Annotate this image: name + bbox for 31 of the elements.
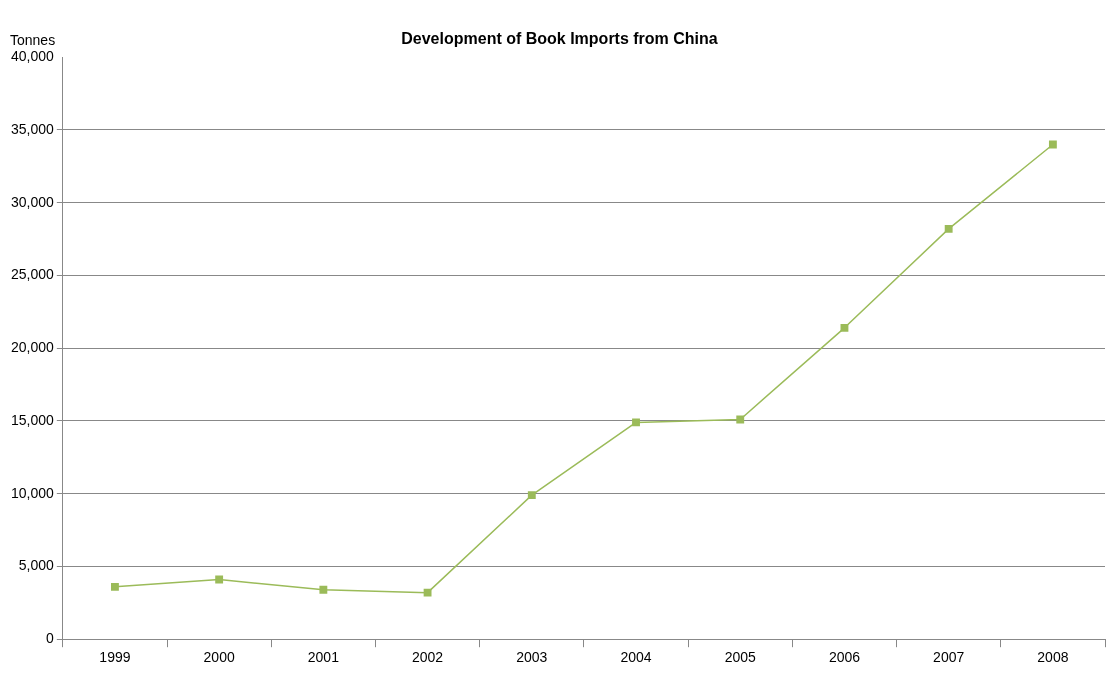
y-tick-label: 40,000 <box>10 48 55 65</box>
point <box>215 575 224 584</box>
point <box>1048 140 1057 149</box>
point <box>319 585 328 594</box>
point <box>944 224 953 233</box>
point <box>840 323 849 332</box>
x-tick-label: 2003 <box>516 649 548 666</box>
y-tick-label: 10,000 <box>10 484 55 501</box>
y-axis-title: Tonnes <box>10 31 56 48</box>
x-tick-label: 1999 <box>99 649 131 666</box>
chart-title: Development of Book Imports from China <box>401 30 718 48</box>
y-tick-label: 35,000 <box>10 120 55 137</box>
y-tick-label: 15,000 <box>10 411 55 428</box>
point <box>527 491 536 500</box>
x-tick-label: 2007 <box>933 649 965 666</box>
x-tick-label: 2002 <box>412 649 444 666</box>
y-tick-label: 0 <box>46 630 55 647</box>
point <box>632 418 640 427</box>
x-tick-label: 2004 <box>620 649 652 666</box>
x-tick-label: 2001 <box>307 649 340 666</box>
x-tick-label: 2008 <box>1037 649 1069 666</box>
y-tick-label: 20,000 <box>10 339 55 356</box>
y-tick-label: 25,000 <box>10 266 55 283</box>
x-tick-label: 2000 <box>203 649 235 666</box>
y-tick-label: 30,000 <box>10 193 55 210</box>
x-tick-label: 2006 <box>828 649 861 666</box>
y-tick-label: 5,000 <box>18 557 55 574</box>
point <box>423 588 432 597</box>
x-tick-label: 2005 <box>724 649 757 666</box>
point <box>736 415 745 424</box>
point <box>111 582 119 591</box>
